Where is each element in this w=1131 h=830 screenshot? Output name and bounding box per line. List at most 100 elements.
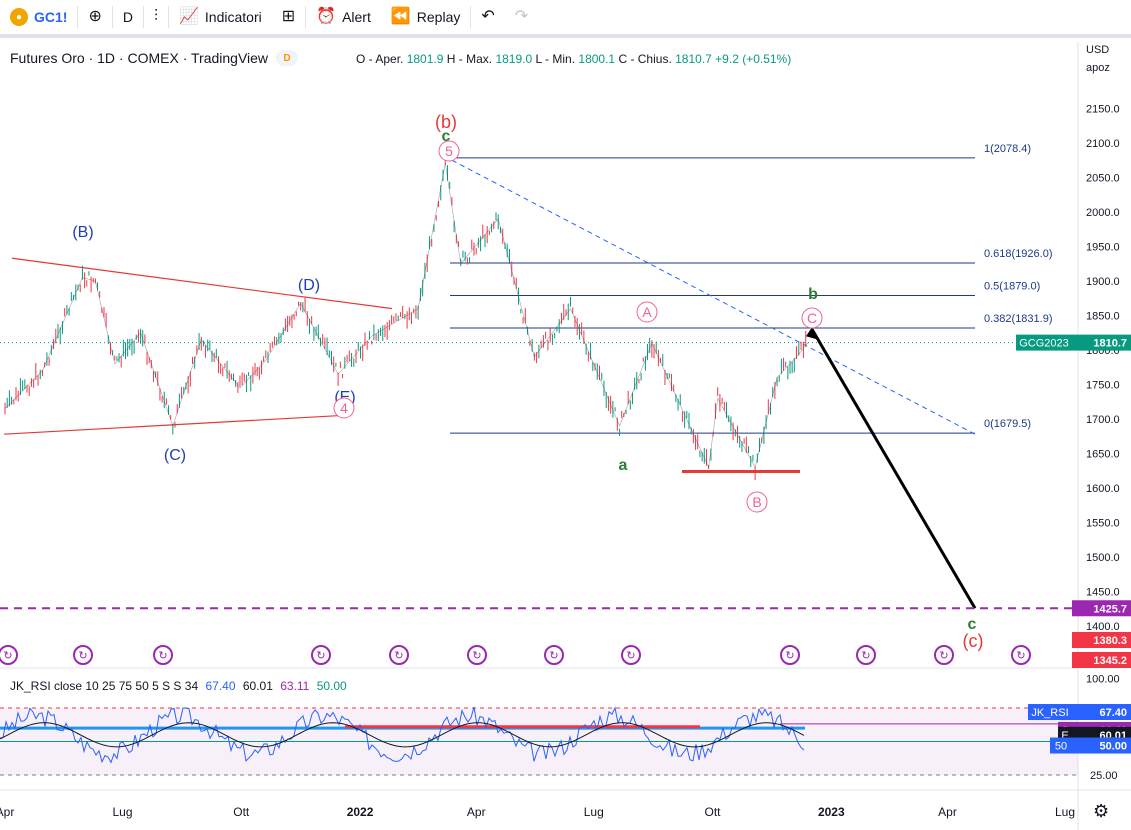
- event-icon-glyph: ↻: [549, 650, 558, 662]
- undo-button[interactable]: ↶: [471, 0, 504, 34]
- dividend-event-icon: [467, 645, 487, 665]
- wave-label: c: [968, 616, 977, 633]
- price-scale-header: USD apoz: [1080, 44, 1131, 80]
- rsi-value-3: 63.11: [280, 679, 310, 693]
- toolbar-divider: [77, 6, 79, 28]
- time-tick-label: Ott: [705, 805, 722, 819]
- rsi-value-4: 50.00: [316, 679, 347, 693]
- price-tick-label: 1850.0: [1086, 311, 1120, 323]
- layouts-button[interactable]: ⊞: [272, 0, 305, 34]
- price-tick-label: 1650.0: [1086, 449, 1120, 461]
- interval-label: D: [122, 9, 133, 25]
- time-tick-label: 2022: [347, 805, 374, 819]
- market-status-badge: D: [276, 50, 299, 66]
- fib-level-label: 0.5(1879.0): [984, 280, 1040, 292]
- time-tick-label: Lug: [112, 805, 132, 819]
- price-tick-label: 2100.0: [1086, 138, 1120, 150]
- price-tick-label: 1450.0: [1086, 587, 1120, 599]
- bars-icon: ⫶: [153, 8, 158, 25]
- wave-circle: [801, 307, 823, 329]
- dividend-event-icon: [311, 645, 331, 665]
- chart-legend: Futures Oro · 1D · COMEX · TradingView D: [10, 50, 299, 66]
- event-icon-glyph: ↻: [472, 650, 481, 662]
- dividend-event-icon: [856, 645, 876, 665]
- rsi-50-tag-bg: [1050, 737, 1072, 754]
- high-label: H - Max.: [446, 52, 493, 66]
- dividend-event-icon: [389, 645, 409, 665]
- rsi-value-tag-bg: [1072, 704, 1131, 721]
- dividend-event-icon: [544, 645, 564, 665]
- redo-button[interactable]: ↷: [505, 0, 538, 34]
- fib-level-label: 0(1679.5): [984, 418, 1031, 430]
- dividend-event-icon: [780, 645, 800, 665]
- open-value: 1801.9: [406, 52, 444, 66]
- wave-circle-label: 5: [445, 143, 453, 159]
- wave-label: a: [619, 457, 628, 474]
- settings-gear-icon[interactable]: ⚙: [1093, 801, 1110, 821]
- price-tick-label: 1900.0: [1086, 276, 1120, 288]
- target-price-tag-bg: [1072, 600, 1131, 617]
- close-label: C - Chius.: [618, 52, 672, 66]
- plus-circle-icon: ⊕: [88, 8, 102, 25]
- toolbar-divider: [168, 6, 169, 28]
- compare-button[interactable]: ⊕: [78, 0, 111, 34]
- chart-type-button[interactable]: ⫶: [144, 0, 168, 34]
- wave-label: (B): [72, 224, 93, 241]
- rewind-icon: ⏪: [390, 8, 411, 25]
- rsi-mid-tag-bg: [1072, 737, 1131, 754]
- scale-mode[interactable]: apoz: [1086, 62, 1110, 74]
- wave-circle: [333, 397, 355, 419]
- event-icon-glyph: ↻: [1016, 650, 1025, 662]
- price-tick-label: 1400.0: [1086, 621, 1120, 633]
- toolbar-divider: [111, 6, 113, 28]
- symbol-name: GC1!: [34, 9, 68, 25]
- triangle-upper-line: [11, 257, 393, 310]
- undo-icon: ↶: [481, 8, 495, 25]
- rsi-tick-label: 25.00: [1090, 770, 1118, 782]
- alert-button[interactable]: ⏰ Alert: [306, 0, 381, 34]
- event-icon-glyph: ↻: [394, 650, 403, 662]
- price-tick-label: 1500.0: [1086, 552, 1120, 564]
- indicators-label: Indicatori: [204, 9, 262, 25]
- price-tick-label: 1950.0: [1086, 242, 1120, 254]
- rsi-e-tag: E: [1061, 730, 1068, 742]
- grid-icon: ⊞: [281, 8, 296, 25]
- dividend-event-icon: [153, 645, 173, 665]
- event-icon-glyph: ↻: [861, 650, 870, 662]
- chart-title: Futures Oro · 1D · COMEX · TradingView: [10, 50, 269, 66]
- price-line: [4, 163, 809, 469]
- wave-circle-label: 4: [340, 400, 348, 416]
- high-value: 1819.0: [495, 52, 533, 66]
- symbol-button[interactable]: ● GC1!: [0, 0, 77, 34]
- event-icon-glyph: ↻: [3, 650, 12, 662]
- last-price-tag: 1810.7: [1093, 338, 1127, 350]
- replay-label: Replay: [416, 9, 461, 25]
- target-price-tag: 1425.7: [1093, 603, 1127, 615]
- rsi-ema-line: [0, 722, 805, 748]
- price-tag-low-2-bg: [1072, 652, 1131, 668]
- series-name-tag: GCG2023: [1019, 338, 1069, 350]
- rsi-value-tag: 67.40: [1099, 707, 1127, 719]
- wave-label: (C): [164, 447, 186, 464]
- indicators-button[interactable]: 📈 Indicatori: [169, 0, 272, 34]
- time-tick-label: Apr: [0, 805, 14, 819]
- currency-selector[interactable]: USD: [1086, 44, 1110, 56]
- rsi-50-tag: 50: [1055, 741, 1067, 753]
- fib-level-label: 1(2078.4): [984, 143, 1031, 155]
- price-tag-low-bg: [1072, 632, 1131, 648]
- event-icon-glyph: ↻: [626, 650, 635, 662]
- wave-circle: [438, 140, 460, 162]
- event-icon-glyph: ↻: [939, 650, 948, 662]
- toolbar-divider: [305, 6, 307, 28]
- replay-button[interactable]: ⏪ Replay: [381, 0, 471, 34]
- price-tick-label: 2000.0: [1086, 207, 1120, 219]
- gold-logo-icon: ●: [10, 8, 28, 26]
- time-tick-label: 2023: [818, 805, 845, 819]
- top-toolbar: ● GC1! ⊕ D ⫶ 📈 Indicatori ⊞ ⏰ Alert ⏪ Re…: [0, 0, 1131, 38]
- time-tick-label: Apr: [467, 805, 486, 819]
- projection-arrowhead: [806, 327, 818, 340]
- toolbar-divider: [470, 6, 472, 28]
- interval-button[interactable]: D: [113, 0, 143, 34]
- time-tick-label: Apr: [938, 805, 957, 819]
